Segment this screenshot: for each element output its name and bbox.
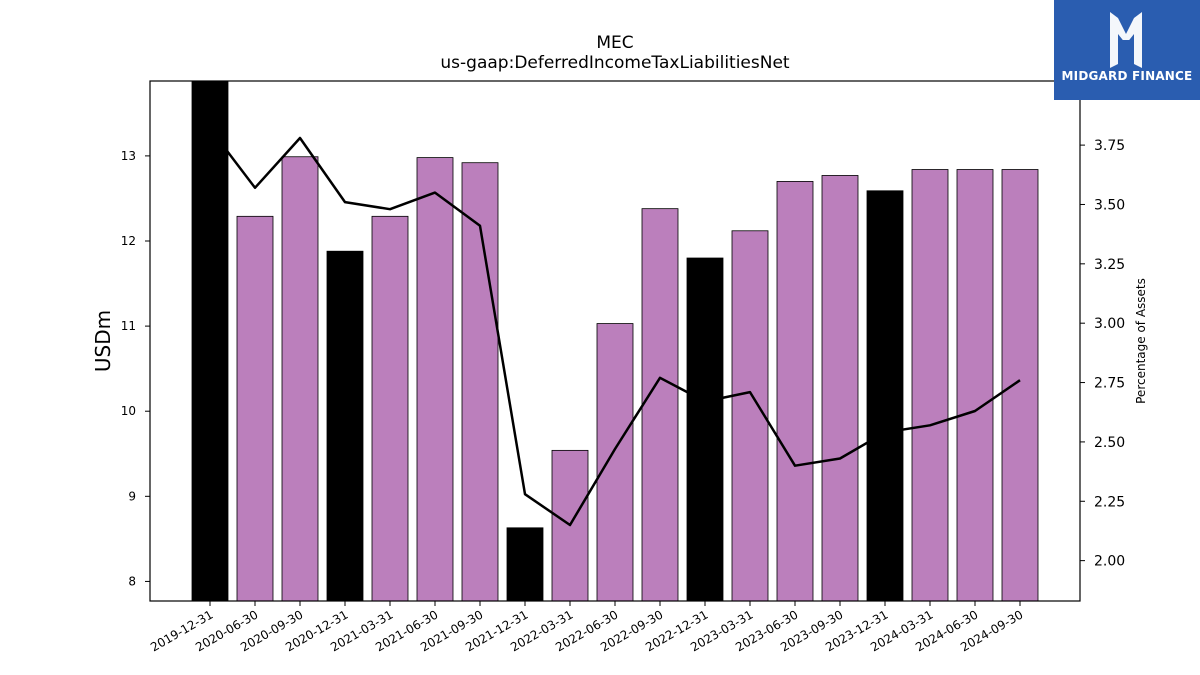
bar-2020-12-31 — [326, 250, 364, 602]
bar-2023-03-31 — [731, 230, 769, 602]
chart-title: MEC — [596, 33, 633, 53]
bar-2021-09-30 — [461, 162, 499, 602]
y2-tick-label: 2.50 — [1094, 435, 1125, 451]
chart-subtitle: us-gaap:DeferredIncomeTaxLiabilitiesNet — [440, 53, 790, 73]
y2-tick-label: 3.75 — [1094, 138, 1125, 154]
y2-tick-label: 2.75 — [1094, 376, 1125, 392]
bar-2022-12-31 — [686, 257, 724, 602]
y-tick-label: 11 — [121, 319, 136, 333]
x-axis: 2019-12-312020-06-302020-09-302020-12-31… — [148, 601, 1026, 654]
bar-2023-09-30 — [821, 175, 859, 602]
y-axis-right: 2.00 2.25 2.50 2.75 3.00 3.25 3.50 3.75 — [1080, 138, 1125, 570]
y2-tick-label: 3.50 — [1094, 197, 1125, 213]
y-tick-label: 9 — [128, 489, 136, 503]
line-group — [209, 127, 1021, 527]
y-axis-left: 8 9 10 11 12 13 — [121, 149, 150, 588]
bar-2023-06-30 — [776, 181, 814, 602]
logo-text: MIDGARD FINANCE — [1061, 69, 1193, 83]
y2-tick-label: 2.00 — [1094, 554, 1125, 570]
y-tick-label: 10 — [121, 404, 136, 418]
y2-tick-label: 3.00 — [1094, 316, 1125, 332]
bar-2022-09-30 — [641, 208, 679, 602]
midgard-finance-logo: MIDGARD FINANCE — [1054, 0, 1200, 100]
bar-2024-06-30 — [956, 169, 994, 602]
percentage-line — [209, 127, 1021, 527]
bar-2023-12-31 — [866, 190, 904, 602]
bar-2021-03-31 — [371, 215, 409, 602]
y2-axis-label: Percentage of Assets — [1134, 278, 1148, 404]
bar-2021-12-31 — [506, 527, 544, 602]
bar-2020-06-30 — [236, 215, 274, 602]
y-tick-label: 12 — [121, 234, 136, 248]
y-axis-label: USDm — [91, 310, 115, 372]
bar-2024-09-30 — [1001, 169, 1039, 602]
bar-2021-06-30 — [416, 157, 454, 602]
bar-2022-06-30 — [596, 323, 634, 602]
y-tick-label: 13 — [121, 149, 136, 163]
y-tick-label: 8 — [128, 574, 136, 588]
y2-tick-label: 2.25 — [1094, 494, 1125, 510]
bar-2020-09-30 — [281, 156, 319, 602]
bars-group — [191, 80, 1039, 602]
midgard-logo-icon — [1110, 12, 1142, 68]
y2-tick-label: 3.25 — [1094, 257, 1125, 273]
bar-2019-12-31 — [191, 80, 229, 602]
bar-2024-03-31 — [911, 169, 949, 602]
